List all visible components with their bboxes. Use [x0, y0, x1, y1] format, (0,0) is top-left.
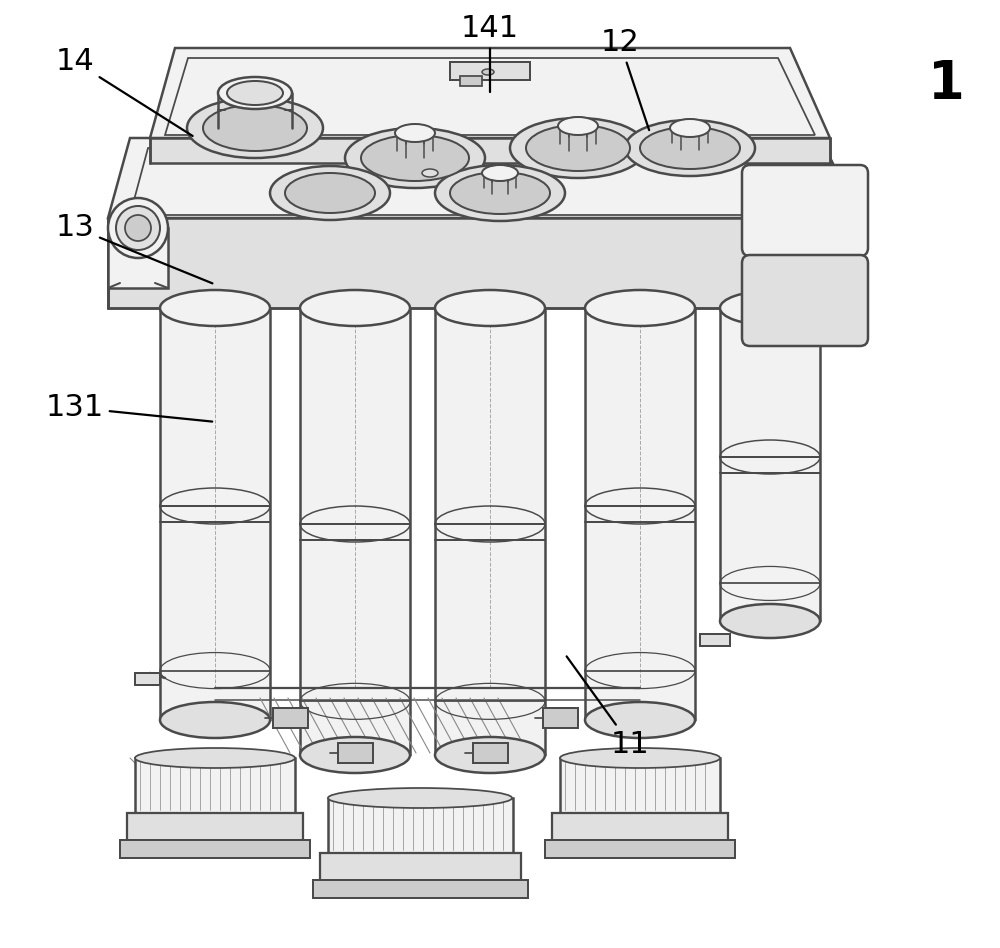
Ellipse shape	[218, 77, 292, 109]
Ellipse shape	[300, 737, 410, 773]
Bar	[473, 743, 508, 763]
Ellipse shape	[227, 81, 283, 105]
Bar	[450, 62, 530, 80]
Ellipse shape	[435, 165, 565, 221]
Bar	[120, 840, 310, 858]
Ellipse shape	[300, 290, 410, 326]
Ellipse shape	[482, 165, 518, 181]
Ellipse shape	[558, 117, 598, 135]
Text: 12: 12	[601, 28, 649, 130]
Bar	[545, 840, 735, 858]
Ellipse shape	[526, 125, 630, 171]
Bar	[552, 813, 728, 843]
Bar	[328, 798, 513, 853]
Ellipse shape	[422, 169, 438, 177]
Ellipse shape	[328, 788, 512, 808]
Ellipse shape	[160, 290, 270, 326]
Ellipse shape	[625, 120, 755, 176]
Bar	[135, 758, 295, 813]
Polygon shape	[435, 308, 545, 755]
Polygon shape	[160, 308, 270, 720]
Text: 13: 13	[56, 213, 212, 283]
Text: 14: 14	[56, 47, 193, 136]
Bar	[700, 634, 730, 646]
Bar	[127, 813, 303, 843]
Ellipse shape	[187, 98, 323, 158]
Bar	[273, 708, 308, 728]
Ellipse shape	[435, 737, 545, 773]
Ellipse shape	[720, 604, 820, 638]
Ellipse shape	[395, 124, 435, 142]
Bar	[460, 76, 482, 86]
Bar	[338, 743, 373, 763]
Ellipse shape	[270, 166, 390, 220]
Ellipse shape	[361, 135, 469, 181]
FancyBboxPatch shape	[742, 255, 868, 346]
Polygon shape	[150, 48, 830, 138]
Bar	[320, 853, 521, 883]
Ellipse shape	[720, 291, 820, 325]
Bar	[135, 673, 160, 685]
Text: 141: 141	[461, 14, 519, 92]
Polygon shape	[108, 218, 860, 308]
Ellipse shape	[345, 128, 485, 188]
Ellipse shape	[203, 105, 307, 151]
Ellipse shape	[560, 748, 720, 768]
Polygon shape	[300, 308, 410, 755]
Ellipse shape	[135, 748, 295, 768]
Bar	[560, 758, 720, 813]
Polygon shape	[108, 228, 168, 288]
Polygon shape	[585, 308, 695, 720]
Ellipse shape	[670, 119, 710, 137]
Text: 11: 11	[567, 656, 649, 758]
Text: 131: 131	[46, 393, 212, 422]
Ellipse shape	[510, 118, 646, 178]
Polygon shape	[150, 138, 830, 163]
Ellipse shape	[585, 702, 695, 738]
FancyBboxPatch shape	[742, 165, 868, 256]
Ellipse shape	[450, 172, 550, 214]
Polygon shape	[720, 308, 820, 621]
Ellipse shape	[160, 702, 270, 738]
Ellipse shape	[435, 290, 545, 326]
Ellipse shape	[585, 290, 695, 326]
Ellipse shape	[116, 206, 160, 250]
Ellipse shape	[482, 69, 494, 75]
Bar	[543, 708, 578, 728]
Text: 1: 1	[928, 58, 965, 110]
Polygon shape	[108, 138, 860, 218]
Ellipse shape	[125, 215, 151, 241]
Bar	[313, 880, 528, 898]
Ellipse shape	[108, 198, 168, 258]
Ellipse shape	[640, 127, 740, 169]
Ellipse shape	[285, 173, 375, 213]
